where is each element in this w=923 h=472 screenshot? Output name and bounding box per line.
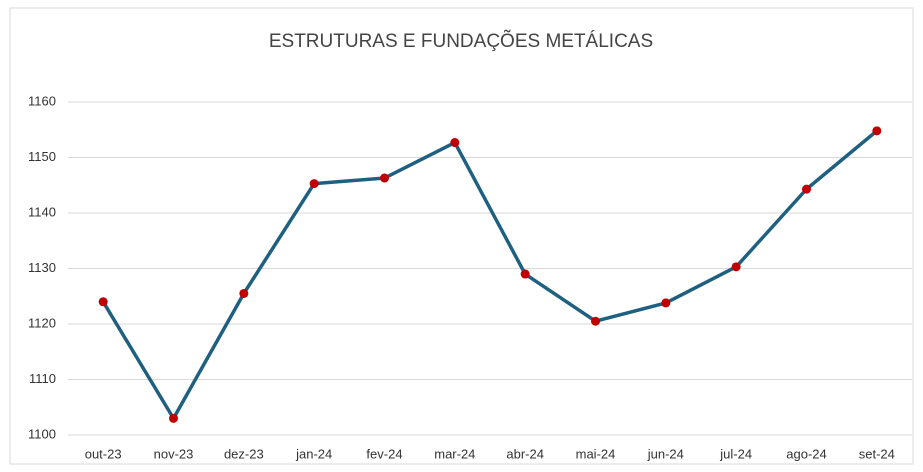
x-tick-label: mai-24 [576,446,616,461]
x-tick-label: mar-24 [434,446,475,461]
x-tick-label: jan-24 [295,446,332,461]
y-tick-label: 1120 [28,315,56,330]
series-line [101,129,878,421]
y-tick-label: 1100 [28,426,56,441]
x-tick-label: ago-24 [786,446,826,461]
x-tick-label: jun-24 [647,446,684,461]
point-marker [450,138,460,148]
point-marker [309,179,319,189]
y-tick-label: 1150 [28,149,56,164]
point-marker [802,184,811,194]
point-marker [98,297,108,307]
y-tick-label: 1140 [28,204,56,219]
chart-title: ESTRUTURAS E FUNDAÇÕES METÁLICAS [269,30,653,52]
chart-frame [9,7,914,465]
point-marker [520,269,530,279]
point-marker [380,173,389,183]
point-marker [239,288,249,298]
point-marker [872,126,882,136]
point-marker [731,262,741,272]
x-tick-label: jul-24 [719,446,752,461]
x-tick-label: set-24 [859,446,895,461]
point-marker [661,298,671,308]
point-marker [591,316,600,326]
y-tick-label: 1110 [29,371,56,386]
x-tick-label: dez-23 [224,446,264,461]
x-tick-label: abr-24 [506,446,544,461]
x-tick-label: fev-24 [366,446,402,461]
x-tick-label: nov-23 [154,446,194,461]
y-tick-label: 1130 [28,260,56,275]
y-tick-label: 1160 [28,93,56,108]
point-marker [169,413,178,423]
x-tick-label: out-23 [85,446,122,461]
